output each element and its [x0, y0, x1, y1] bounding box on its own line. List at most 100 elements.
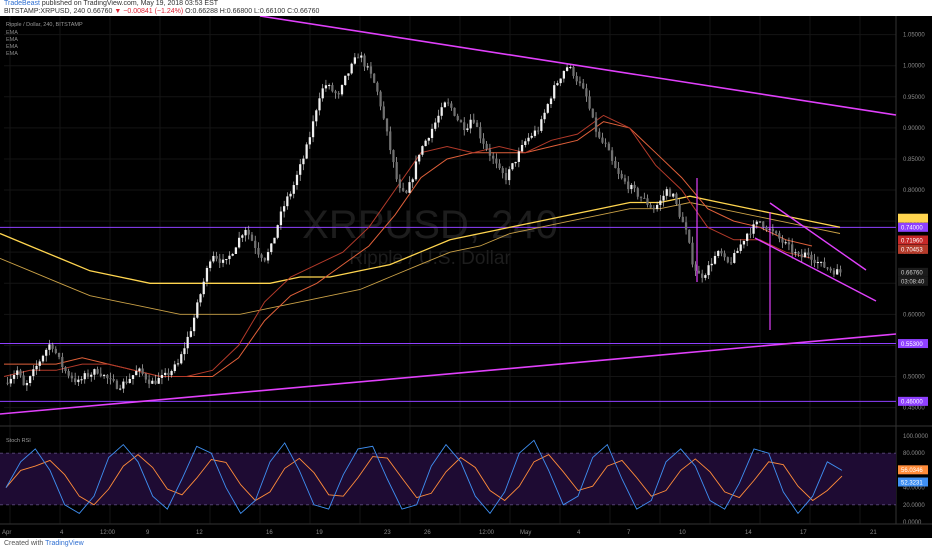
time-axis[interactable]: Apr 4 12:00 9 12 16 19 23 26 12:00 May 4 7 10 14 17 21 — [0, 523, 932, 536]
candle-body — [96, 369, 99, 374]
candle-body — [720, 250, 723, 254]
candle-body — [77, 379, 80, 383]
stoch-label: Stoch RSI — [6, 438, 31, 444]
time-tick-label: 9 — [146, 530, 150, 536]
candle-body — [511, 163, 514, 170]
candle-body — [752, 224, 755, 234]
price-badge — [898, 222, 928, 232]
candle-body — [839, 269, 842, 273]
candle-body — [678, 203, 681, 217]
candle-body — [196, 302, 199, 318]
candle-body — [25, 383, 29, 386]
candle-body — [787, 242, 791, 245]
candle-body — [382, 106, 385, 119]
candle-body — [495, 158, 498, 164]
candle-body — [530, 135, 533, 138]
candle-body — [405, 190, 408, 193]
candle-body — [504, 173, 508, 181]
stoch-tick-label: 80.0000 — [903, 451, 925, 457]
candle-body — [401, 188, 405, 191]
publisher-name[interactable]: TradeBeast — [4, 0, 40, 7]
candle-body — [717, 250, 720, 256]
candle-body — [533, 130, 537, 136]
candle-body — [762, 221, 765, 228]
chart-svg[interactable]: XRPUSD, 240 Ripple / U.S. Dollar 1.05000… — [0, 15, 932, 538]
candle-body — [331, 85, 334, 92]
candle-body — [424, 140, 427, 147]
candle-body — [373, 73, 376, 83]
candle-body — [604, 142, 607, 144]
candle-body — [289, 193, 292, 197]
candle-body — [157, 377, 160, 384]
price-badge — [898, 244, 928, 254]
tradingview-logo-text[interactable]: TradingView — [45, 540, 84, 547]
time-tick-label: 4 — [60, 530, 64, 536]
candle-body — [829, 268, 832, 271]
candle-body — [324, 85, 328, 89]
candle-body — [508, 169, 511, 181]
candle-body — [598, 131, 601, 138]
candle-body — [556, 83, 559, 86]
candle-body — [9, 378, 12, 384]
candle-body — [810, 254, 813, 260]
time-tick-label: 4 — [577, 530, 581, 536]
stoch-rsi-pane[interactable]: Stoch RSI 100.000080.000060.000040.00002… — [0, 434, 929, 526]
candle-body — [514, 161, 517, 164]
price-tick-label: 0.60000 — [903, 312, 925, 318]
candle-body — [28, 376, 32, 384]
candle-body — [630, 184, 633, 190]
candle-body — [22, 375, 25, 386]
candle-body — [672, 193, 675, 197]
price-badge-label: 0.46000 — [901, 400, 923, 406]
candle-body — [254, 240, 257, 248]
candle-body — [675, 193, 678, 204]
candle-body — [459, 120, 463, 123]
candle-body — [527, 137, 530, 142]
candle-body — [710, 263, 713, 266]
ema-lines — [0, 114, 841, 377]
candle-body — [170, 371, 173, 376]
candle-body — [12, 375, 16, 379]
candle-body — [225, 259, 228, 261]
price-badge-label: 0.74000 — [901, 226, 923, 232]
candle-body — [67, 371, 70, 376]
candle-body — [443, 102, 447, 108]
candle-body — [588, 96, 591, 109]
candle-body — [186, 336, 189, 349]
candle-body — [655, 204, 659, 209]
candle-body — [623, 178, 627, 182]
chart-area[interactable]: XRPUSD, 240 Ripple / U.S. Dollar 1.05000… — [0, 15, 932, 538]
candle-body — [633, 184, 636, 189]
legend-ema-2: EMA — [6, 37, 18, 43]
candle-body — [202, 281, 205, 295]
candle-body — [652, 207, 656, 209]
ema_short-line — [3, 114, 813, 377]
published-text: published on TradingView.com, May 19, 20… — [41, 0, 219, 7]
candle-body — [389, 131, 392, 151]
publish-line: TradeBeast published on TradingView.com,… — [4, 0, 218, 8]
candle-body — [492, 155, 495, 159]
candle-body — [263, 257, 266, 261]
candle-body — [543, 112, 546, 120]
candle-body — [231, 253, 234, 256]
candle-body — [295, 174, 299, 186]
candle-body — [276, 225, 279, 238]
candle-body — [562, 70, 565, 79]
stoch-d-line — [5, 454, 843, 506]
watermark-name: Ripple / U.S. Dollar — [349, 248, 511, 269]
stoch-tick-label: 20.0000 — [903, 503, 925, 509]
candle-body — [244, 229, 247, 236]
grid — [0, 16, 932, 524]
candle-body — [729, 262, 733, 264]
price-badge — [898, 276, 928, 286]
price-labels: 0.74000 0.71960 0.70453 0.66760 03:08:40 0.55… — [898, 213, 928, 406]
candle-body — [308, 137, 311, 145]
candle-body — [273, 237, 276, 244]
candle-body — [418, 154, 421, 162]
candle-body — [353, 57, 356, 64]
candle-body — [347, 73, 350, 76]
legend: Ripple / Dollar, 240, BITSTAMP EMA EMA E… — [6, 22, 83, 57]
candle-body — [74, 378, 77, 383]
ema_long-line — [0, 195, 841, 284]
trend-lines[interactable] — [0, 15, 897, 415]
